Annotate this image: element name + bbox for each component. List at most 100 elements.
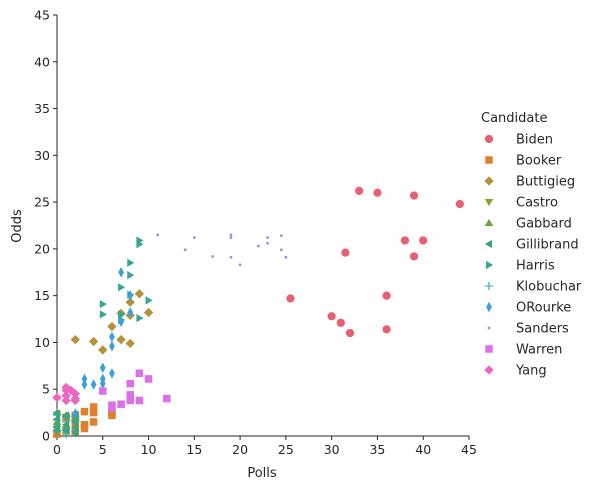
- x-tick-label: 35: [369, 442, 385, 457]
- data-point-buttigieg: [143, 307, 154, 318]
- legend-marker: [486, 260, 494, 270]
- x-tick-label: 5: [99, 442, 107, 457]
- series-sanders: [156, 233, 288, 267]
- legend-label: Harris: [516, 259, 555, 274]
- data-point-warren: [163, 394, 171, 403]
- series-harris: [99, 236, 153, 325]
- legend-label: ORourke: [516, 301, 571, 316]
- legend-label: Sanders: [516, 322, 569, 337]
- data-point-buttigieg: [98, 345, 108, 355]
- legend-label: Buttigieg: [516, 175, 575, 190]
- data-point-sanders: [156, 233, 160, 237]
- legend-item-warren: Warren: [485, 343, 562, 358]
- legend: Candidate Biden Booker Buttigieg Castro Gabb…: [481, 111, 582, 379]
- data-point-orourke: [81, 373, 88, 385]
- data-point-yang: [61, 391, 71, 401]
- x-tick-label: 45: [461, 442, 477, 457]
- data-point-orourke: [109, 331, 115, 343]
- data-point-biden: [400, 236, 410, 245]
- data-point-orourke: [72, 408, 79, 419]
- data-point-sanders: [266, 241, 269, 245]
- data-point-buttigieg: [125, 297, 135, 307]
- data-point-gillibrand: [52, 409, 60, 418]
- data-point-sanders: [279, 248, 283, 252]
- data-point-orourke: [81, 379, 88, 390]
- x-tick-label: 30: [324, 442, 340, 457]
- legend-label: Gillibrand: [516, 238, 579, 253]
- data-point-biden: [409, 252, 419, 261]
- data-point-booker: [89, 403, 98, 411]
- data-point-biden: [286, 294, 295, 303]
- series-orourke: [72, 267, 134, 419]
- data-point-harris: [145, 296, 153, 305]
- legend-marker: [486, 301, 492, 313]
- data-point-buttigieg: [134, 289, 145, 299]
- y-tick-label: 15: [34, 288, 50, 303]
- data-point-sanders: [229, 236, 233, 240]
- data-point-booker: [80, 424, 89, 433]
- data-point-yang: [70, 395, 80, 406]
- data-point-sanders: [279, 234, 283, 238]
- axes: 0 5 10 15 20 25 30 35 40 45 0 5 10 15 20 25 30 35 40 45: [34, 8, 477, 458]
- series-biden: [286, 186, 464, 338]
- y-tick-label: 45: [34, 8, 50, 23]
- data-point-biden: [419, 236, 428, 245]
- legend-item-buttigieg: Buttigieg: [484, 175, 575, 190]
- data-point-booker: [89, 408, 98, 417]
- legend-marker: [485, 345, 493, 353]
- y-tick-label: 25: [34, 195, 50, 210]
- legend-item-gillibrand: Gillibrand: [484, 238, 579, 253]
- x-tick-label: 15: [186, 442, 202, 457]
- data-point-orourke: [109, 368, 115, 379]
- data-point-biden: [336, 318, 345, 327]
- data-point-biden: [373, 188, 382, 197]
- data-point-orourke: [99, 362, 106, 373]
- data-point-warren: [135, 369, 144, 378]
- data-point-warren: [108, 404, 116, 412]
- legend-label: Biden: [516, 133, 553, 148]
- data-point-harris: [99, 299, 107, 309]
- data-point-sanders: [257, 244, 260, 248]
- data-point-orourke: [127, 290, 134, 301]
- data-point-orourke: [127, 307, 134, 318]
- x-tick-label: 10: [141, 442, 157, 457]
- legend-marker: [487, 326, 491, 330]
- legend-marker: [484, 281, 494, 291]
- legend-item-harris: Harris: [486, 259, 555, 274]
- legend-marker: [484, 176, 494, 186]
- legend-item-sanders: Sanders: [487, 322, 569, 337]
- data-point-yang: [66, 385, 76, 395]
- legend-item-klobuchar: Klobuchar: [484, 280, 582, 295]
- data-point-orourke: [90, 379, 97, 390]
- data-point-biden: [382, 291, 391, 300]
- data-point-buttigieg: [107, 321, 117, 332]
- data-point-sanders: [284, 255, 288, 259]
- legend-item-castro: Castro: [484, 196, 558, 211]
- data-point-biden: [455, 199, 464, 209]
- data-point-orourke: [99, 378, 106, 389]
- y-tick-label: 10: [34, 335, 50, 350]
- legend-label: Warren: [516, 343, 562, 358]
- legend-item-gabbard: Gabbard: [484, 217, 572, 232]
- data-point-gillibrand: [62, 411, 70, 420]
- data-point-sanders: [238, 263, 242, 267]
- x-axis-label: Polls: [247, 466, 277, 481]
- data-point-booker: [89, 418, 98, 426]
- legend-title: Candidate: [481, 111, 547, 126]
- y-tick-label: 20: [34, 241, 50, 256]
- x-tick-label: 0: [53, 442, 61, 457]
- data-point-warren: [99, 387, 107, 395]
- data-point-harris: [118, 283, 126, 292]
- data-point-warren: [117, 400, 125, 408]
- y-axis-label: Odds: [10, 209, 25, 243]
- data-point-warren: [144, 375, 153, 383]
- data-point-orourke: [118, 316, 124, 328]
- data-point-biden: [355, 186, 364, 196]
- y-tick-label: 0: [42, 429, 50, 444]
- series-yang: [52, 382, 80, 406]
- data-point-sanders: [229, 233, 233, 237]
- data-point-biden: [382, 325, 391, 334]
- data-point-yang: [52, 392, 62, 403]
- data-point-klobuchar: [71, 427, 80, 436]
